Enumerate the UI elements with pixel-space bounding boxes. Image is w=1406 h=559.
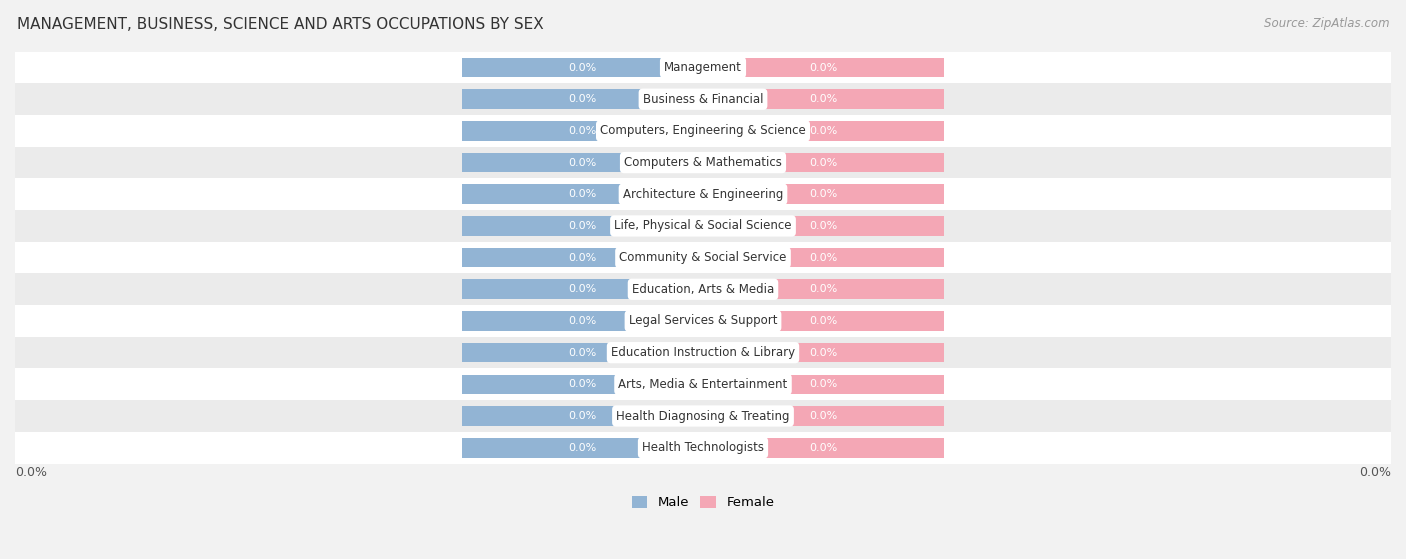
Bar — [15, 210, 1391, 242]
Bar — [703, 343, 943, 362]
Legend: Male, Female: Male, Female — [626, 490, 780, 514]
Text: Education Instruction & Library: Education Instruction & Library — [612, 346, 794, 359]
Bar — [463, 89, 703, 109]
Text: 0.0%: 0.0% — [568, 126, 596, 136]
Bar — [15, 305, 1391, 337]
Text: 0.0%: 0.0% — [568, 411, 596, 421]
Bar — [463, 153, 703, 172]
Text: 0.0%: 0.0% — [810, 316, 838, 326]
Bar — [15, 337, 1391, 368]
Bar — [703, 280, 943, 299]
Bar — [463, 343, 703, 362]
Bar — [463, 280, 703, 299]
Text: 0.0%: 0.0% — [15, 466, 46, 479]
Bar — [463, 311, 703, 331]
Text: 0.0%: 0.0% — [810, 285, 838, 294]
Bar — [703, 248, 943, 267]
Bar — [703, 89, 943, 109]
Text: 0.0%: 0.0% — [810, 348, 838, 358]
Text: Life, Physical & Social Science: Life, Physical & Social Science — [614, 220, 792, 233]
Text: Architecture & Engineering: Architecture & Engineering — [623, 188, 783, 201]
Text: 0.0%: 0.0% — [568, 348, 596, 358]
Bar — [463, 248, 703, 267]
Text: 0.0%: 0.0% — [568, 190, 596, 199]
Text: Health Diagnosing & Treating: Health Diagnosing & Treating — [616, 410, 790, 423]
Bar — [463, 438, 703, 457]
Bar — [703, 184, 943, 204]
Text: 0.0%: 0.0% — [810, 443, 838, 453]
Text: 0.0%: 0.0% — [810, 411, 838, 421]
Bar — [15, 242, 1391, 273]
Text: Business & Financial: Business & Financial — [643, 93, 763, 106]
Text: Computers & Mathematics: Computers & Mathematics — [624, 156, 782, 169]
Text: Health Technologists: Health Technologists — [643, 441, 763, 454]
Text: 0.0%: 0.0% — [568, 253, 596, 263]
Bar — [15, 115, 1391, 147]
Bar — [463, 406, 703, 426]
Text: 0.0%: 0.0% — [810, 126, 838, 136]
Text: 0.0%: 0.0% — [810, 380, 838, 389]
Bar — [15, 273, 1391, 305]
Text: 0.0%: 0.0% — [810, 190, 838, 199]
Text: Source: ZipAtlas.com: Source: ZipAtlas.com — [1264, 17, 1389, 30]
Bar — [15, 147, 1391, 178]
Bar — [463, 58, 703, 77]
Bar — [15, 83, 1391, 115]
Bar — [15, 400, 1391, 432]
Text: 0.0%: 0.0% — [568, 380, 596, 389]
Bar — [463, 216, 703, 236]
Text: 0.0%: 0.0% — [810, 253, 838, 263]
Text: Management: Management — [664, 61, 742, 74]
Text: Arts, Media & Entertainment: Arts, Media & Entertainment — [619, 378, 787, 391]
Bar — [703, 438, 943, 457]
Bar — [703, 121, 943, 141]
Bar — [15, 52, 1391, 83]
Text: Computers, Engineering & Science: Computers, Engineering & Science — [600, 125, 806, 138]
Bar — [15, 368, 1391, 400]
Bar — [463, 184, 703, 204]
Bar — [703, 375, 943, 394]
Bar — [463, 375, 703, 394]
Bar — [703, 311, 943, 331]
Text: 0.0%: 0.0% — [568, 158, 596, 168]
Text: 0.0%: 0.0% — [810, 221, 838, 231]
Text: 0.0%: 0.0% — [1360, 466, 1391, 479]
Bar — [703, 406, 943, 426]
Bar — [15, 178, 1391, 210]
Bar — [703, 58, 943, 77]
Text: 0.0%: 0.0% — [568, 285, 596, 294]
Text: 0.0%: 0.0% — [568, 63, 596, 73]
Bar — [703, 216, 943, 236]
Text: 0.0%: 0.0% — [810, 158, 838, 168]
Bar — [15, 432, 1391, 463]
Text: 0.0%: 0.0% — [810, 63, 838, 73]
Text: Community & Social Service: Community & Social Service — [619, 251, 787, 264]
Bar — [463, 121, 703, 141]
Bar — [703, 153, 943, 172]
Text: 0.0%: 0.0% — [568, 443, 596, 453]
Text: 0.0%: 0.0% — [568, 316, 596, 326]
Text: 0.0%: 0.0% — [810, 94, 838, 104]
Text: Legal Services & Support: Legal Services & Support — [628, 315, 778, 328]
Text: Education, Arts & Media: Education, Arts & Media — [631, 283, 775, 296]
Text: 0.0%: 0.0% — [568, 94, 596, 104]
Text: 0.0%: 0.0% — [568, 221, 596, 231]
Text: MANAGEMENT, BUSINESS, SCIENCE AND ARTS OCCUPATIONS BY SEX: MANAGEMENT, BUSINESS, SCIENCE AND ARTS O… — [17, 17, 544, 32]
